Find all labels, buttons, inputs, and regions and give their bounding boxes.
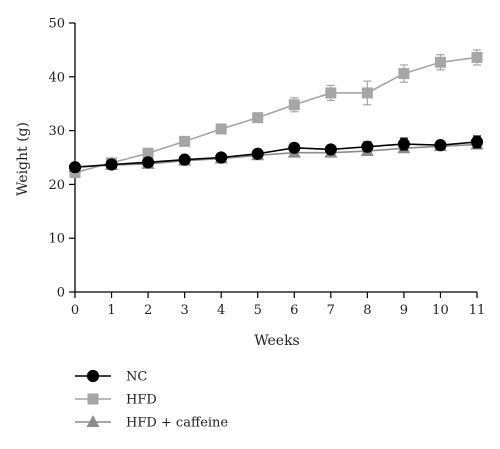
x-tick-label: 6 xyxy=(290,303,298,318)
data-point xyxy=(141,156,155,169)
legend-marker xyxy=(87,393,99,405)
data-point xyxy=(434,56,446,68)
data-point xyxy=(470,135,484,148)
x-tick-label: 0 xyxy=(71,303,79,318)
data-point xyxy=(179,135,191,147)
series-hfd xyxy=(69,49,483,179)
series-line xyxy=(74,143,478,168)
y-tick-label: 0 xyxy=(57,286,65,301)
data-point xyxy=(434,139,447,152)
data-point xyxy=(325,87,337,99)
series-line xyxy=(74,56,478,174)
data-point xyxy=(178,153,191,166)
data-point xyxy=(251,147,264,160)
x-tick-label: 4 xyxy=(217,303,225,318)
x-tick-label: 8 xyxy=(363,303,371,318)
axes: 0 10 20 30 40 50 0 1 2 3 4 5 6 7 8 9 10 11 xyxy=(48,17,485,319)
y-tick-label: 10 xyxy=(48,232,65,247)
series-hfd-caffeine xyxy=(68,137,484,173)
x-tick-label: 9 xyxy=(400,303,408,318)
data-point xyxy=(361,87,373,99)
x-tick-label: 3 xyxy=(180,303,188,318)
y-tick-label: 20 xyxy=(48,178,65,193)
x-tick-label: 7 xyxy=(327,303,335,318)
legend-label: NC xyxy=(126,370,147,385)
x-axis-title: Weeks xyxy=(254,333,300,349)
series-layer xyxy=(68,49,484,179)
data-point xyxy=(105,158,118,171)
legend-label: HFD xyxy=(126,393,157,408)
y-tick-label: 30 xyxy=(48,124,65,139)
x-tick-label: 2 xyxy=(144,303,152,318)
data-point xyxy=(397,137,411,151)
data-point xyxy=(215,151,228,164)
data-point xyxy=(252,112,264,124)
x-tick-label: 1 xyxy=(107,303,115,318)
data-point xyxy=(361,140,374,153)
x-tick-label: 10 xyxy=(432,303,449,318)
data-point xyxy=(471,51,483,63)
legend-label: HFD + caffeine xyxy=(126,416,228,431)
data-point xyxy=(288,99,300,111)
y-tick-label: 40 xyxy=(48,70,65,85)
y-tick-label: 50 xyxy=(48,17,65,32)
legend-item: NC xyxy=(75,370,147,385)
data-point xyxy=(324,143,337,156)
legend-item: HFD + caffeine xyxy=(75,415,228,431)
legend-marker xyxy=(86,369,100,383)
data-point xyxy=(398,68,410,80)
legend-marker xyxy=(86,415,100,427)
data-point xyxy=(68,161,82,174)
legend: NC HFD HFD + caffeine xyxy=(75,370,228,431)
x-tick-label: 5 xyxy=(254,303,262,318)
y-axis-title: Weight (g) xyxy=(15,122,31,196)
data-point xyxy=(215,123,227,135)
data-point xyxy=(288,141,301,154)
legend-item: HFD xyxy=(75,393,157,408)
series-nc xyxy=(68,135,484,174)
x-tick-label: 11 xyxy=(469,303,486,318)
data-point xyxy=(142,147,154,159)
